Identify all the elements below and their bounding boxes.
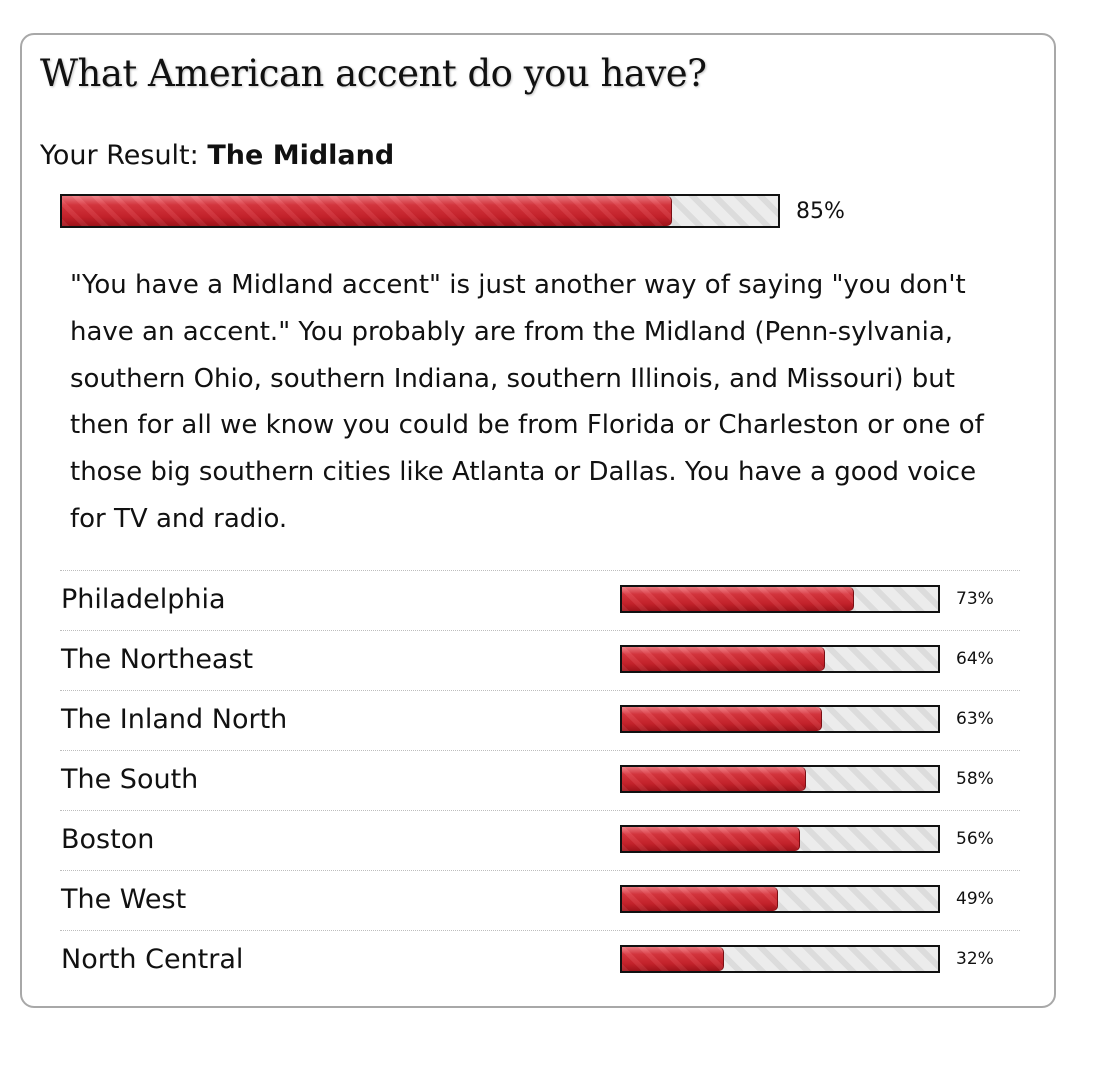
result-row-fill [622, 767, 807, 791]
result-row-bar [620, 885, 940, 913]
result-progress-fill [62, 196, 672, 226]
result-row-percent: 73% [956, 589, 994, 609]
result-row-fill [622, 707, 823, 731]
result-row-label: Philadelphia [61, 584, 226, 615]
result-heading: Your Result: The Midland [40, 140, 394, 171]
result-description: "You have a Midland accent" is just anot… [70, 270, 984, 534]
result-row-label: North Central [61, 944, 244, 975]
result-row-label: The Northeast [61, 644, 254, 675]
result-row-bar [620, 645, 940, 673]
result-row-fill [622, 647, 826, 671]
result-row: The West 49% [60, 870, 1020, 930]
result-row-percent: 49% [956, 889, 994, 909]
quiz-title: What American accent do you have? [40, 52, 707, 95]
result-row-bar [620, 705, 940, 733]
result-prefix: Your Result: [40, 140, 199, 171]
result-row-fill [622, 587, 854, 611]
result-row-label: The Inland North [61, 704, 288, 735]
result-row: The South 58% [60, 750, 1020, 810]
result-row-label: Boston [61, 824, 155, 855]
result-row: Philadelphia 73% [60, 570, 1020, 630]
result-row-bar [620, 765, 940, 793]
result-row-percent: 64% [956, 649, 994, 669]
other-results-list: Philadelphia 73% The Northeast 64% The I… [60, 570, 1020, 990]
result-row-bar [620, 825, 940, 853]
result-row-fill [622, 827, 800, 851]
result-row-label: The West [61, 884, 187, 915]
result-row-percent: 56% [956, 829, 994, 849]
result-progress-bar [60, 194, 780, 228]
result-row: The Inland North 63% [60, 690, 1020, 750]
result-row: North Central 32% [60, 930, 1020, 990]
result-row: The Northeast 64% [60, 630, 1020, 690]
result-row: Boston 56% [60, 810, 1020, 870]
result-row-fill [622, 887, 778, 911]
result-row-percent: 63% [956, 709, 994, 729]
result-row-percent: 58% [956, 769, 994, 789]
result-percent: 85% [796, 199, 845, 224]
result-row-label: The South [61, 764, 199, 795]
result-row-bar [620, 945, 940, 973]
result-row-fill [622, 947, 725, 971]
result-row-bar [620, 585, 940, 613]
result-row-percent: 32% [956, 949, 994, 969]
result-name: The Midland [207, 140, 395, 171]
